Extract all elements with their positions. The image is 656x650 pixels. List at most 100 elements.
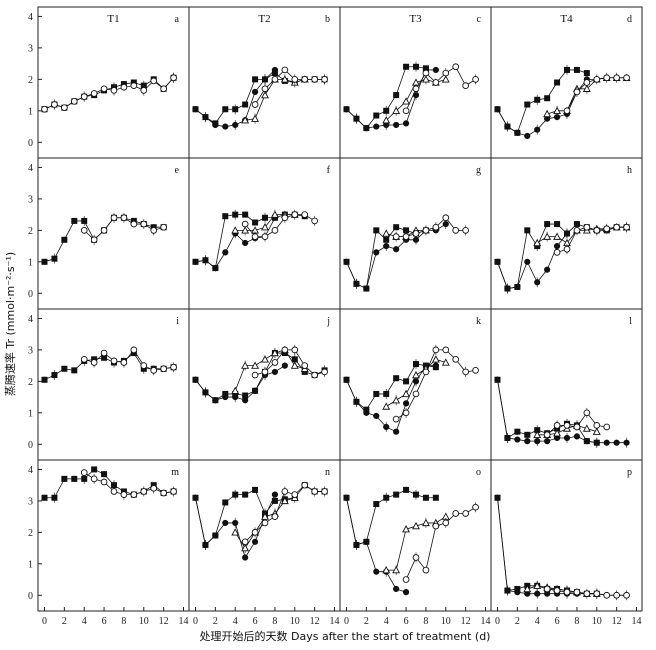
data-point: [593, 439, 600, 446]
data-point: [393, 585, 400, 593]
x-tick-label: 6: [404, 616, 409, 627]
panel-frame: [490, 459, 643, 612]
data-point: [192, 376, 199, 383]
data-point: [504, 587, 511, 594]
data-point: [281, 488, 289, 495]
series-open-triangle: [382, 355, 450, 410]
x-tick-label: 0: [344, 616, 349, 627]
data-point: [231, 226, 240, 234]
data-point: [494, 376, 501, 383]
data-point: [251, 387, 259, 394]
data-point: [452, 510, 460, 517]
data-point: [321, 488, 328, 495]
data-point: [553, 249, 561, 256]
data-point: [393, 428, 400, 435]
data-point: [261, 368, 269, 376]
data-point: [232, 106, 239, 113]
x-tick-label: 6: [253, 616, 258, 627]
data-point: [373, 249, 380, 256]
data-point: [431, 355, 440, 363]
data-point: [441, 75, 450, 83]
panel-n: 0 2 4 6 8 10 12 14 n: [188, 459, 341, 627]
data-point: [150, 366, 158, 374]
panel-letter: a: [175, 14, 180, 25]
data-point: [603, 225, 611, 233]
panel-frame: [37, 308, 190, 461]
data-point: [261, 85, 269, 93]
data-point: [623, 223, 630, 231]
x-tick-label: 8: [574, 616, 579, 627]
data-point: [523, 584, 532, 593]
data-point: [373, 123, 380, 130]
data-point: [71, 475, 78, 482]
series-line: [234, 349, 305, 391]
column-title: T4: [560, 13, 573, 25]
data-point: [402, 233, 410, 240]
y-tick-label: 3: [28, 496, 33, 507]
data-point: [343, 494, 350, 501]
series-line: [346, 363, 436, 411]
data-point: [222, 123, 229, 130]
data-point: [412, 554, 420, 561]
x-tick-label: 12: [461, 616, 471, 627]
data-point: [573, 88, 581, 96]
data-point: [592, 427, 601, 435]
data-point: [202, 389, 209, 396]
y-tick-label: 2: [28, 377, 33, 388]
series-filled-circle: [494, 220, 581, 294]
data-point: [130, 491, 138, 498]
data-point: [261, 223, 269, 231]
data-point: [110, 357, 118, 365]
data-point: [383, 390, 390, 397]
series-filled-circle: [494, 494, 630, 601]
x-tick-label: 0: [42, 616, 47, 627]
data-point: [353, 280, 360, 287]
data-point: [71, 217, 78, 224]
series-line: [195, 352, 325, 401]
y-tick-label: 0: [28, 289, 33, 300]
data-point: [373, 412, 380, 420]
data-point: [382, 116, 391, 124]
data-point: [583, 438, 590, 445]
x-tick-label: 4: [384, 616, 389, 627]
data-point: [160, 489, 167, 497]
data-point: [242, 491, 249, 498]
panel-k: k: [339, 308, 492, 461]
data-point: [291, 491, 299, 498]
series-filled-square: [41, 466, 177, 503]
data-point: [393, 224, 400, 231]
data-point: [563, 107, 571, 115]
data-point: [393, 491, 400, 498]
data-point: [392, 565, 401, 574]
data-point: [252, 486, 259, 493]
data-point: [150, 227, 158, 234]
series-line: [497, 497, 597, 595]
data-point: [554, 79, 561, 86]
data-point: [41, 105, 48, 113]
data-point: [373, 501, 380, 508]
data-point: [494, 258, 501, 265]
data-point: [70, 98, 78, 105]
data-point: [170, 488, 177, 495]
data-point: [403, 63, 410, 70]
x-tick-label: 10: [139, 616, 149, 627]
data-point: [462, 368, 469, 376]
series-open-circle: [563, 72, 630, 115]
data-point: [120, 359, 128, 366]
panel-f: f: [188, 157, 341, 310]
data-point: [452, 227, 460, 234]
data-point: [363, 125, 370, 132]
data-point: [281, 66, 289, 74]
data-point: [212, 121, 219, 129]
data-point: [553, 429, 562, 437]
data-point: [582, 424, 591, 432]
panel-letter: b: [325, 14, 330, 25]
data-point: [321, 76, 328, 83]
data-point: [422, 69, 430, 77]
panel-d: T4 d: [490, 6, 643, 159]
data-point: [392, 106, 401, 114]
data-point: [432, 522, 440, 530]
column-title: T1: [107, 13, 119, 25]
data-point: [573, 227, 581, 234]
